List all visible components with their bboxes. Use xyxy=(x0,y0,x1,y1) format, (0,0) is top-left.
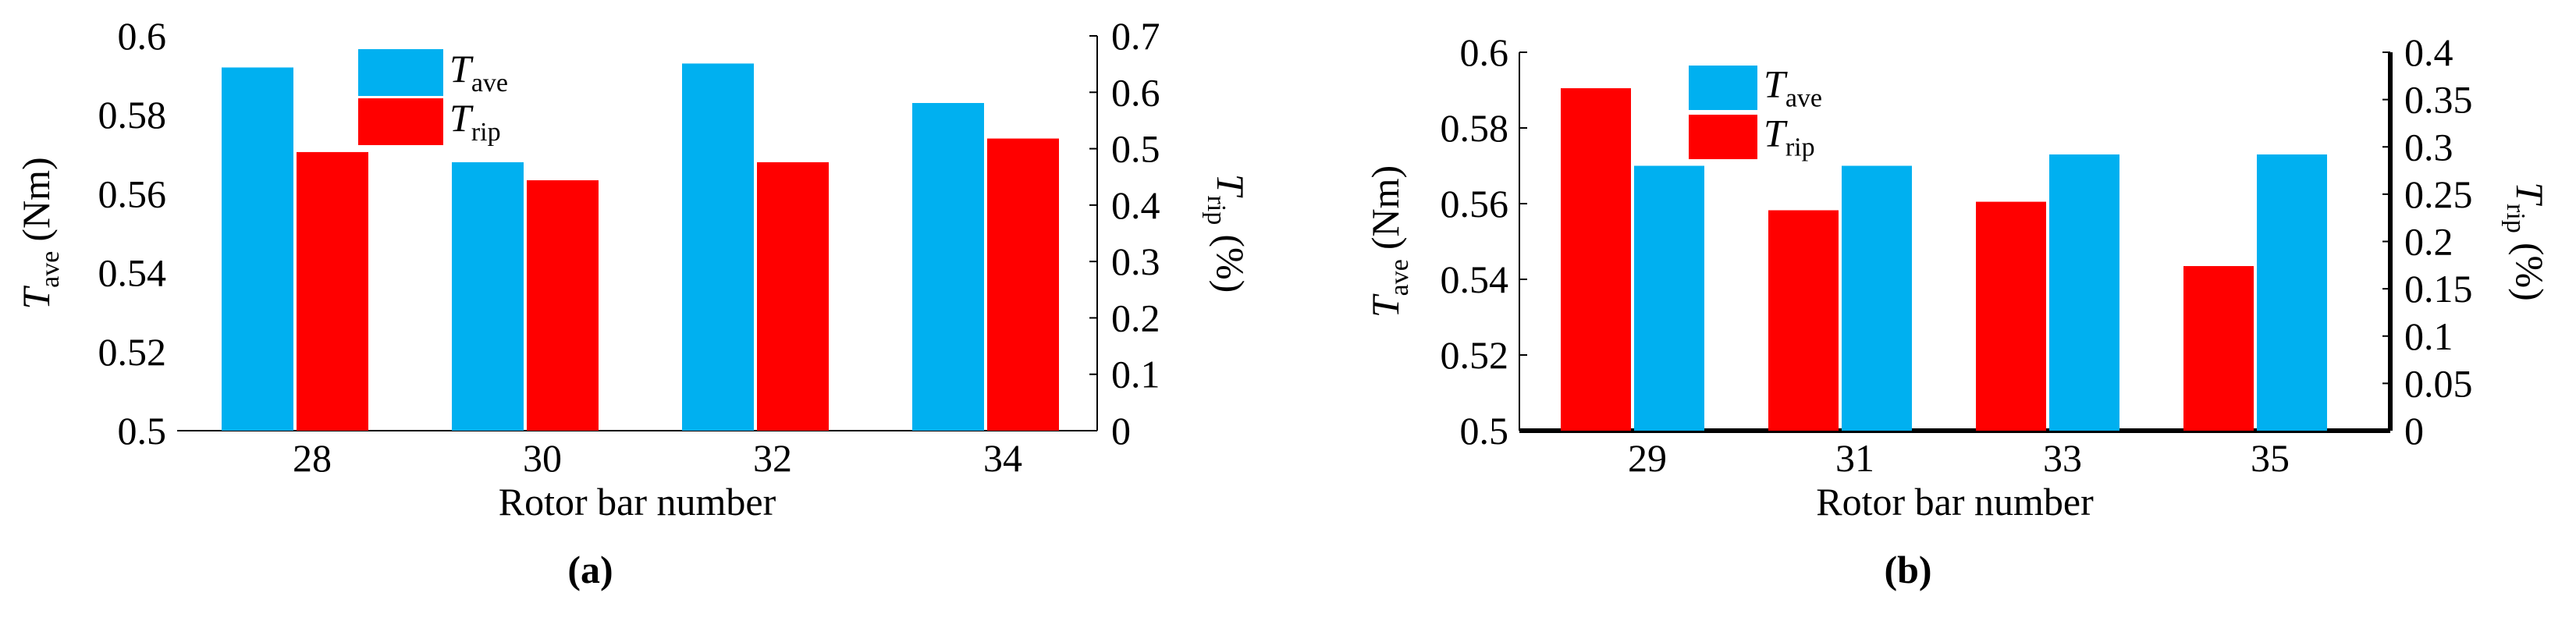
legend-swatch xyxy=(358,49,443,96)
y-tick-label: 0.52 xyxy=(98,330,167,374)
y2-tick-label: 0.4 xyxy=(2404,30,2453,74)
y-tick-label: 0.52 xyxy=(1441,333,1509,377)
y-axis-title-unit: (Nm) xyxy=(1363,165,1407,250)
y-tick-label: 0.56 xyxy=(1441,182,1509,225)
y2-tick-label: 0.15 xyxy=(2404,267,2473,311)
bar xyxy=(987,138,1059,431)
y-axis-title-symbol: T xyxy=(14,286,58,310)
legend-label-symbol: T xyxy=(1764,62,1788,106)
y-tick-label: 0.58 xyxy=(98,93,167,137)
bar xyxy=(2257,154,2327,431)
x-axis-title: Rotor bar number xyxy=(1816,480,2094,524)
bar xyxy=(1976,201,2046,431)
x-tick-label: 32 xyxy=(753,436,792,480)
y-tick-label: 0.6 xyxy=(1460,30,1509,74)
bar xyxy=(297,151,368,431)
bar xyxy=(912,103,984,431)
legend-label-subscript: ave xyxy=(1785,84,1822,113)
y2-tick-label: 0.7 xyxy=(1111,14,1160,58)
legend-label-symbol: T xyxy=(449,47,474,91)
y-axis-title-symbol: T xyxy=(1363,293,1407,318)
y2-axis-title-symbol: T xyxy=(2508,182,2552,206)
panel-label: (a) xyxy=(567,548,613,591)
legend-label-subscript: ave xyxy=(471,69,508,98)
y-tick-label: 0.5 xyxy=(1460,409,1509,453)
y2-tick-label: 0.6 xyxy=(1111,70,1160,114)
x-tick-label: 28 xyxy=(293,436,332,480)
y2-axis-title: Trip (%) xyxy=(1202,174,1252,293)
y2-tick-label: 0 xyxy=(2404,409,2424,453)
legend-label-subscript: rip xyxy=(471,118,501,147)
y2-axis-title-unit: (%) xyxy=(2508,243,2552,301)
x-tick-label: 34 xyxy=(983,436,1022,480)
y2-axis-title-subscript: rip xyxy=(1202,196,1231,225)
y-axis-title-subscript: ave xyxy=(36,251,65,288)
y-tick-label: 0.54 xyxy=(98,251,167,295)
x-tick-label: 30 xyxy=(523,436,562,480)
y2-axis-title-unit: (%) xyxy=(1209,234,1252,293)
bar xyxy=(1768,210,1839,431)
y-tick-label: 0.58 xyxy=(1441,106,1509,150)
y2-axis-title: Trip (%) xyxy=(2501,182,2552,301)
y2-axis-title-subscript: rip xyxy=(2501,204,2530,233)
bar xyxy=(2183,266,2254,431)
panel-label: (b) xyxy=(1884,548,1931,591)
legend-swatch xyxy=(1689,66,1757,110)
y-axis-title: Tave (Nm) xyxy=(14,157,65,309)
x-tick-label: 31 xyxy=(1835,436,1874,480)
y2-tick-label: 0.1 xyxy=(1111,353,1160,396)
bar xyxy=(527,180,599,431)
y2-tick-label: 0.3 xyxy=(1111,240,1160,283)
x-axis-title: Rotor bar number xyxy=(499,480,776,524)
y-tick-label: 0.54 xyxy=(1441,257,1509,301)
legend-swatch xyxy=(1689,115,1757,159)
y2-tick-label: 0.35 xyxy=(2404,78,2473,122)
y2-tick-label: 0.05 xyxy=(2404,361,2473,405)
y2-tick-label: 0.5 xyxy=(1111,127,1160,171)
bar xyxy=(1842,165,1912,431)
y2-tick-label: 0.2 xyxy=(1111,296,1160,339)
x-tick-label: 29 xyxy=(1628,436,1667,480)
legend-label: Tave xyxy=(1764,62,1822,113)
bar xyxy=(1561,88,1631,431)
y2-tick-label: 0.4 xyxy=(1111,183,1160,227)
y2-tick-label: 0.2 xyxy=(2404,220,2453,264)
bar xyxy=(682,63,754,431)
x-tick-label: 35 xyxy=(2251,436,2290,480)
bar xyxy=(222,67,293,431)
y-axis-title: Tave (Nm) xyxy=(1363,165,1414,318)
legend-label-subscript: rip xyxy=(1785,133,1815,162)
y-axis-title-unit: (Nm) xyxy=(14,157,58,241)
legend-label: Trip xyxy=(449,96,501,147)
bar xyxy=(757,162,829,431)
legend-label: Tave xyxy=(449,47,508,98)
legend-label-symbol: T xyxy=(449,96,474,140)
y2-tick-label: 0 xyxy=(1111,409,1131,453)
y2-axis-title-symbol: T xyxy=(1209,174,1252,198)
legend-swatch xyxy=(358,98,443,145)
legend-label-symbol: T xyxy=(1764,112,1788,155)
y2-tick-label: 0.25 xyxy=(2404,172,2473,216)
y-tick-label: 0.5 xyxy=(118,409,167,453)
bar xyxy=(1634,165,1704,431)
y-axis-title-subscript: ave xyxy=(1385,259,1414,296)
bar xyxy=(452,162,524,431)
y-tick-label: 0.56 xyxy=(98,172,167,215)
bar xyxy=(2049,154,2119,431)
legend-label: Trip xyxy=(1764,112,1815,162)
y-tick-label: 0.6 xyxy=(118,14,167,58)
y2-tick-label: 0.1 xyxy=(2404,314,2453,358)
y2-tick-label: 0.3 xyxy=(2404,125,2453,169)
x-tick-label: 33 xyxy=(2043,436,2082,480)
